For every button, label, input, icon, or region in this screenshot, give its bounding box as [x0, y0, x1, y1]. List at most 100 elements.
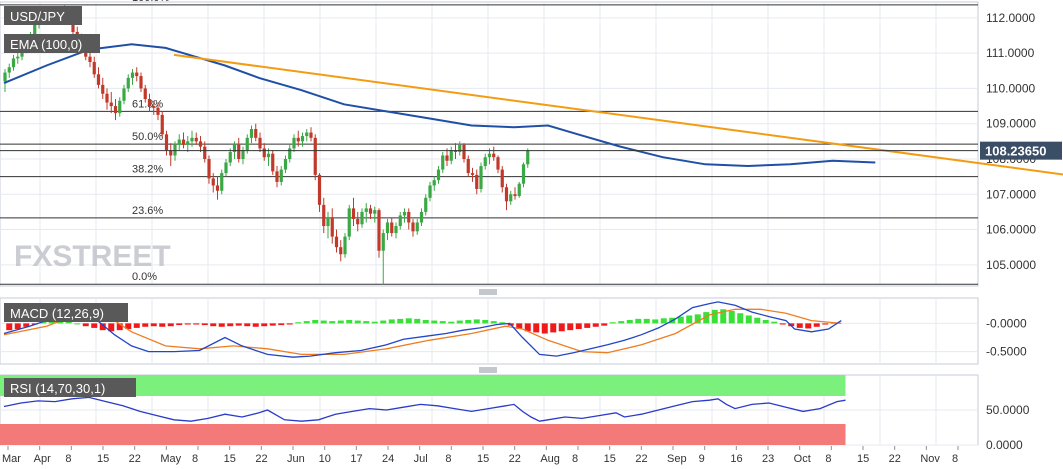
rsi-label: RSI (14,70,30,1) [4, 378, 136, 397]
price-tick-label: 110.0000 [986, 81, 1035, 95]
time-tick-label: 22 [129, 453, 141, 465]
candle-body [513, 194, 516, 196]
candle-body [288, 148, 291, 159]
macd-histogram-bar [737, 313, 743, 323]
macd-histogram-bar [168, 323, 174, 326]
macd-histogram-bar [652, 319, 658, 323]
macd-histogram-bar [372, 322, 378, 324]
candle-body [118, 101, 121, 113]
macd-histogram-bar [627, 320, 633, 323]
candle-body [390, 222, 393, 233]
candle-body [505, 187, 508, 201]
macd-histogram-bar [805, 323, 811, 328]
time-tick-label: 8 [825, 453, 831, 465]
candle-body [250, 129, 253, 138]
candle-body [246, 138, 249, 150]
candle-body [33, 25, 36, 36]
time-tick-label: 23 [762, 453, 774, 465]
candle-body [152, 106, 155, 108]
price-tick-label: 112.0000 [986, 11, 1035, 25]
time-tick-label: 15 [97, 453, 109, 465]
macd-histogram-bar [729, 311, 735, 323]
candle-body [284, 159, 287, 170]
candle-body [326, 217, 329, 226]
macd-histogram-bar [202, 323, 208, 325]
candle-body [190, 138, 193, 142]
candle-body [182, 140, 185, 145]
rsi-panel[interactable]: RSI (14,70,30,1) [0, 375, 978, 445]
candle-body [165, 134, 168, 150]
macd-histogram-bar [397, 319, 403, 324]
candle-body [161, 115, 164, 134]
macd-histogram-bar [465, 320, 471, 323]
candle-body [450, 150, 453, 161]
macd-panel[interactable]: MACD (12,26,9) [0, 298, 978, 364]
candle [343, 233, 346, 258]
macd-histogram-bar [550, 323, 556, 332]
ema-label-text: EMA (100,0) [10, 37, 82, 52]
price-tick-label: 105.0000 [986, 258, 1036, 272]
candle-body [501, 170, 504, 188]
macd-histogram-bar [159, 323, 165, 326]
time-tick-label: 22 [635, 453, 647, 465]
candle-body [365, 208, 368, 212]
macd-histogram-bar [780, 323, 786, 324]
macd-histogram-bar [533, 323, 539, 332]
candle-body [16, 57, 19, 59]
candle-body [352, 208, 355, 219]
price-panel[interactable]: FXSTREET 100.0%61.8%50.0%38.2%23.6%0.0% … [0, 0, 1063, 286]
candle-body [433, 180, 436, 185]
candle-body [301, 136, 304, 141]
candle-body [386, 222, 389, 233]
macd-histogram-bar [219, 323, 225, 326]
symbol-label-text: USD/JPY [10, 9, 65, 24]
candle-body [309, 133, 312, 138]
candle [518, 182, 521, 198]
last-price-value: 108.23650 [985, 144, 1046, 159]
fib-level-label: 0.0% [132, 271, 157, 283]
candle-body [199, 141, 202, 146]
macd-histogram-bar [15, 323, 21, 329]
time-tick-label: 8 [572, 453, 578, 465]
candle-body [496, 157, 499, 169]
candle [271, 150, 274, 175]
candle-body [114, 106, 117, 113]
macd-histogram-bar [686, 315, 692, 323]
candle-body [3, 73, 6, 82]
candle-body [318, 175, 321, 205]
macd-histogram-bar [584, 323, 590, 328]
macd-histogram-bar [618, 321, 624, 323]
candle-body [88, 57, 91, 62]
candle-body [275, 171, 278, 182]
time-tick-label: 24 [382, 453, 394, 465]
candle-body [343, 237, 346, 255]
macd-histogram-bar [593, 323, 599, 326]
candle-body [475, 175, 478, 189]
time-tick-label: 15 [477, 453, 489, 465]
time-tick-label: 22 [889, 453, 901, 465]
price-tick-label: 111.0000 [986, 46, 1035, 60]
candle-body [416, 222, 419, 231]
macd-histogram-bar [253, 323, 259, 326]
candle-body [148, 99, 151, 106]
macd-histogram-bar [644, 319, 650, 324]
macd-histogram-bar [431, 321, 437, 324]
macd-histogram-bar [457, 321, 463, 324]
macd-histogram-bar [678, 317, 684, 324]
macd-histogram-bar [295, 322, 301, 323]
macd-histogram-bar [559, 323, 565, 331]
time-tick-label: 8 [445, 453, 451, 465]
time-tick-label: May [160, 453, 181, 465]
macd-label-text: MACD (12,26,9) [10, 306, 104, 321]
candle-body [254, 129, 257, 138]
symbol-label: USD/JPY [4, 6, 82, 25]
macd-panel-frame [0, 298, 978, 364]
candle-body [280, 170, 283, 182]
candle-body [263, 148, 266, 157]
candle-body [127, 78, 130, 89]
candle-body [131, 73, 134, 78]
macd-histogram-bar [814, 323, 820, 326]
candle [220, 170, 223, 195]
candle-body [237, 145, 240, 159]
